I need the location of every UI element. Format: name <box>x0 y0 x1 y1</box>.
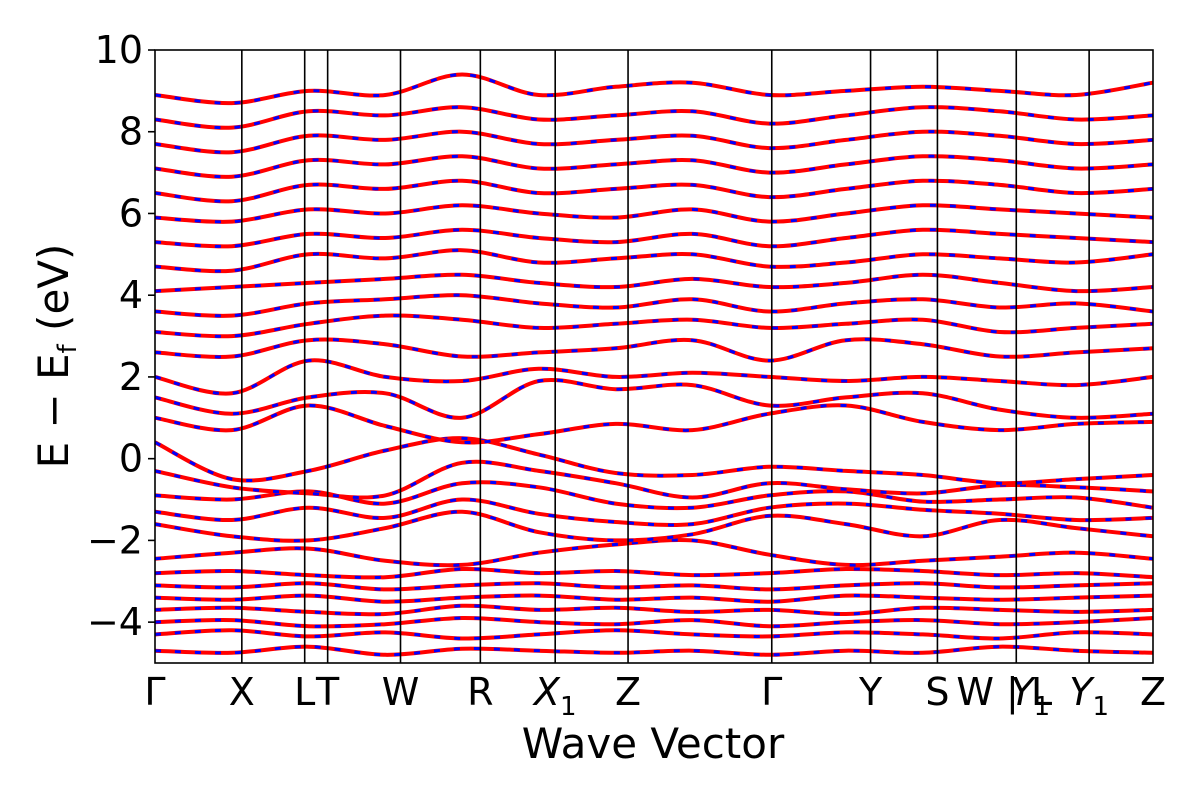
x-ticks: Γ X L T W R X1 Z Γ Y S W | LY1 Y1 Z <box>144 670 1166 722</box>
x-tick-label: W | L <box>956 670 1052 715</box>
x-tick-label: S <box>925 670 949 714</box>
plot-frame <box>154 49 1154 664</box>
x-tick-label: Z <box>615 670 641 714</box>
y-axis-label: E − Ef (eV) <box>29 244 83 469</box>
y-axis-label-unit: (eV) <box>29 244 78 345</box>
band-0-spin-down <box>154 645 1154 657</box>
band-8-spin-down <box>154 510 1154 543</box>
x-tick-label: Z <box>1140 670 1166 714</box>
band-27-spin-down <box>154 72 1154 105</box>
x-tick-label: Y1 <box>1010 670 1050 722</box>
y-axis-label-main: E − E <box>29 353 78 468</box>
y-tick-label: 4 <box>119 273 143 317</box>
band-24-spin-down <box>154 154 1154 179</box>
band-6-spin-down <box>154 567 1154 579</box>
band-26-spin-down <box>154 105 1154 130</box>
band-11-spin-down <box>154 460 1154 500</box>
band-5-spin-down <box>154 581 1154 591</box>
y-ticks: −4 −2 0 2 4 6 8 10 <box>87 28 155 644</box>
x-tick-label: Γ <box>761 670 782 714</box>
band-16-spin-down <box>154 337 1154 363</box>
band-15-spin-down <box>154 358 1154 396</box>
band-22-spin-down <box>154 203 1154 224</box>
bands-layer <box>154 72 1154 657</box>
x-tick-label: X1 <box>532 670 577 722</box>
y-tick-label: 10 <box>95 28 143 72</box>
x-tick-label: T <box>315 670 340 714</box>
x-tick-label: X <box>229 670 255 714</box>
band-18-spin-down <box>154 293 1154 318</box>
band-20-spin-down <box>154 248 1154 273</box>
band-25-spin-down <box>154 130 1154 154</box>
x-tick-label: R <box>467 670 493 714</box>
band-21-spin-down <box>154 228 1154 248</box>
high-symmetry-lines <box>241 50 1090 663</box>
x-tick-label: L <box>294 670 315 714</box>
y-tick-label: 2 <box>119 355 143 399</box>
band-9-spin-down <box>154 497 1154 527</box>
band-19-spin-down <box>154 273 1154 293</box>
band-3-spin-down <box>154 604 1154 616</box>
y-axis-label-sub: f <box>53 343 83 353</box>
band-14-spin-up <box>154 378 1154 420</box>
x-tick-label: W <box>382 670 420 714</box>
band-2-spin-down <box>154 616 1154 628</box>
y-tick-label: −4 <box>87 600 143 644</box>
x-tick-label: Γ <box>144 670 165 714</box>
y-tick-label: −2 <box>87 518 143 562</box>
y-tick-label: 0 <box>119 437 143 481</box>
x-axis-label: Wave Vector <box>522 719 785 768</box>
band-17-spin-down <box>154 314 1154 338</box>
band-7-spin-down <box>154 538 1154 567</box>
band-4-spin-down <box>154 593 1154 604</box>
band-13-spin-down <box>154 403 1154 444</box>
x-tick-label: Y <box>858 670 883 714</box>
y-tick-label: 8 <box>119 110 143 154</box>
band-12-spin-down <box>154 436 1154 485</box>
band-1-spin-down <box>154 628 1154 641</box>
x-tick-label: Y1 <box>1069 670 1109 722</box>
band-23-spin-down <box>154 179 1154 203</box>
y-tick-label: 6 <box>119 191 143 235</box>
